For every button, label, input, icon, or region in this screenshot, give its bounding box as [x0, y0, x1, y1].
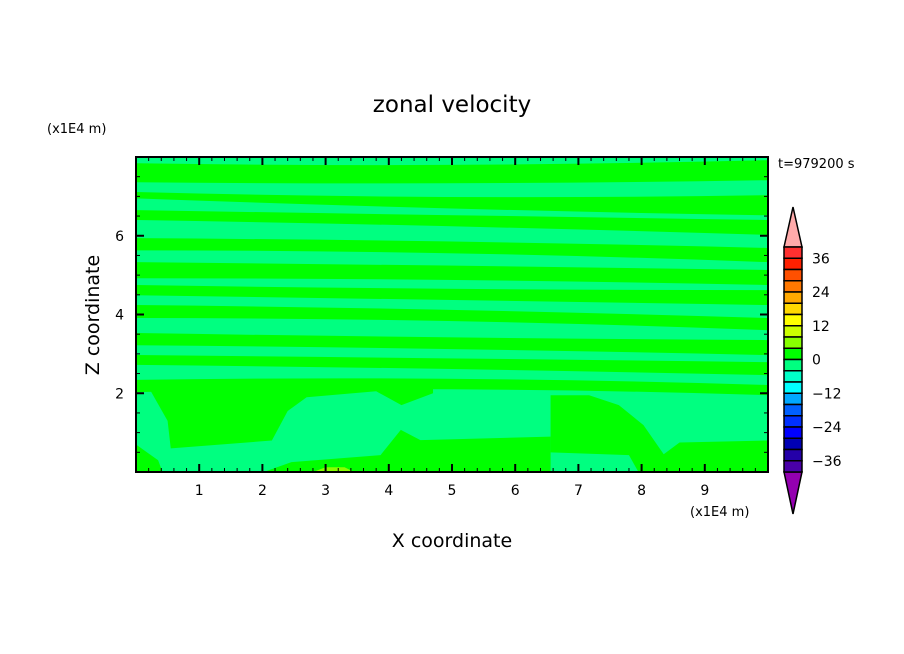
colorbar-under-triangle — [783, 471, 803, 515]
colorbar-swatch — [783, 291, 803, 304]
contour-region — [312, 467, 355, 472]
x-tick-label: 2 — [258, 483, 267, 499]
colorbar-swatch — [783, 392, 803, 406]
colorbar-swatch — [783, 403, 803, 417]
contour-stripe — [136, 378, 768, 396]
colorbar-label: 0 — [812, 353, 821, 369]
colorbar-label: −24 — [812, 420, 842, 436]
y-tick-label: 4 — [115, 308, 124, 324]
colorbar-swatch — [783, 246, 803, 259]
colorbar-swatch — [783, 358, 803, 372]
x-tick-label: 6 — [511, 483, 520, 499]
x-tick-label: 5 — [448, 483, 457, 499]
contour-stripe — [136, 238, 768, 263]
x-tick-label: 8 — [637, 483, 646, 499]
x-tick-label: 7 — [574, 483, 583, 499]
colorbar-label: −12 — [812, 386, 842, 402]
contour-field — [136, 157, 768, 472]
contour-stripe — [136, 262, 768, 285]
colorbar-swatch — [783, 381, 803, 394]
colorbar-swatch — [783, 268, 803, 282]
colorbar-swatch — [783, 460, 803, 473]
contour-region — [148, 385, 434, 449]
contour-stripe — [136, 333, 768, 356]
colorbar-label: −36 — [812, 454, 842, 470]
contour-stripe — [136, 210, 768, 235]
colorbar-label: 24 — [812, 285, 830, 301]
colorbar-swatch — [783, 347, 803, 361]
colorbar-swatch — [783, 313, 803, 327]
colorbar-swatch — [783, 437, 803, 451]
contour-stripe — [136, 160, 768, 184]
colorbar-swatch — [783, 325, 803, 338]
x-tick-label: 4 — [384, 483, 393, 499]
axes: 1 2 3 4 5 6 7 8 9 2 4 6 — [115, 156, 769, 499]
colorbar-swatch — [783, 280, 803, 293]
x-unit-label: (x1E4 m) — [690, 505, 749, 520]
colorbar-swatch — [783, 336, 803, 349]
contour-region — [263, 429, 551, 472]
x-axis-label: X coordinate — [392, 530, 512, 552]
time-label: t=979200 s — [778, 157, 855, 172]
colorbar-swatch — [783, 257, 803, 271]
y-tick-label: 2 — [115, 386, 124, 402]
y-tick-label: 6 — [115, 229, 124, 245]
x-tick-label: 1 — [195, 483, 204, 499]
colorbar-label: 12 — [812, 319, 830, 335]
chart-title: zonal velocity — [373, 92, 531, 118]
x-tick-label: 3 — [321, 483, 330, 499]
contour-stripe — [136, 284, 768, 306]
colorbar-swatch — [783, 415, 803, 428]
contour-stripe — [136, 305, 768, 331]
colorbar-swatch — [783, 426, 803, 439]
y-unit-label: (x1E4 m) — [47, 122, 106, 137]
colorbar-swatch — [783, 302, 803, 316]
colorbar-label: 36 — [812, 251, 830, 267]
contour-region — [550, 395, 768, 472]
contour-stripe — [136, 192, 768, 216]
colorbar-swatch — [783, 448, 803, 462]
colorbar-over-triangle — [783, 206, 803, 248]
colorbar-swatch — [783, 370, 803, 383]
x-tick-label: 9 — [700, 483, 709, 499]
contour-region — [136, 444, 163, 472]
contour-stripe — [136, 355, 768, 376]
y-axis-label: Z coordinate — [82, 255, 104, 375]
colorbar: 36 24 12 0 −12 −24 −36 — [783, 206, 842, 515]
